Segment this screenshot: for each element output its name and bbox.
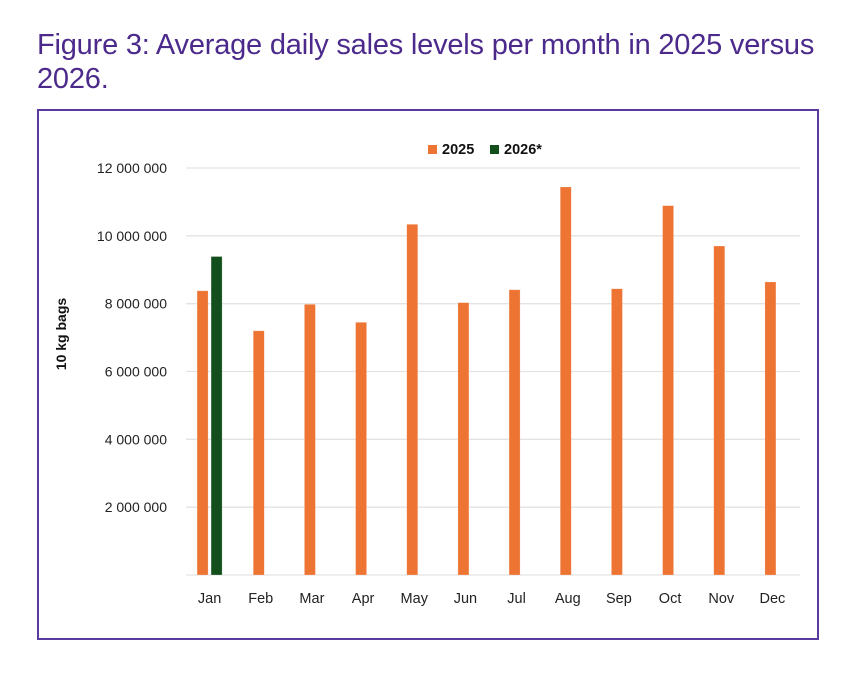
bar-2025-feb — [252, 330, 265, 576]
chart-frame — [37, 109, 819, 640]
x-tick-label: Apr — [352, 591, 375, 607]
legend: 2025 2026* — [428, 142, 542, 158]
legend-label: 2026* — [504, 142, 542, 158]
gridlines — [186, 167, 800, 576]
bars — [196, 186, 777, 576]
bar-2025-aug — [559, 186, 572, 576]
bar-2025-jul — [508, 289, 521, 576]
x-tick-label: Feb — [248, 591, 273, 607]
x-axis-ticks: Jan Feb Mar Apr May Jun Jul Aug Sep Oct Nov Dec — [198, 591, 785, 607]
y-axis-ticks: 2 000 000 4 000 000 6 000 000 8 000 000 10 0… — [97, 160, 167, 515]
x-tick-label: Mar — [299, 591, 324, 607]
x-tick-label: Nov — [708, 591, 735, 607]
y-tick-label: 6 000 000 — [105, 364, 167, 380]
bar-2025-mar — [304, 304, 316, 576]
legend-label: 2025 — [442, 142, 474, 158]
y-tick-label: 8 000 000 — [105, 296, 167, 312]
x-tick-label: Jul — [507, 591, 526, 607]
bar-2025-jan — [196, 290, 209, 576]
y-tick-label: 12 000 000 — [97, 160, 167, 176]
figure-title: Figure 3: Average daily sales levels per… — [37, 29, 815, 95]
x-tick-label: Sep — [606, 591, 632, 607]
bar-2025-jun — [457, 302, 470, 576]
x-tick-label: Oct — [659, 591, 682, 607]
y-tick-label: 2 000 000 — [105, 499, 167, 515]
x-tick-label: Jun — [454, 591, 477, 607]
y-tick-label: 4 000 000 — [105, 431, 167, 447]
legend-swatch-2026 — [490, 145, 499, 154]
bar-2025-oct — [662, 205, 674, 576]
bar-2026-jan — [210, 256, 223, 576]
bar-2025-may — [406, 224, 419, 576]
bar-2025-apr — [355, 322, 367, 576]
bar-2025-dec — [764, 281, 777, 576]
bar-2025-sep — [611, 288, 623, 576]
bar-2025-nov — [713, 245, 726, 576]
x-tick-label: May — [401, 591, 429, 607]
x-tick-label: Jan — [198, 591, 221, 607]
y-axis-label: 10 kg bags — [53, 298, 69, 371]
x-tick-label: Dec — [760, 591, 786, 607]
y-tick-label: 10 000 000 — [97, 228, 167, 244]
legend-swatch-2025 — [428, 145, 437, 154]
x-tick-label: Aug — [555, 591, 581, 607]
